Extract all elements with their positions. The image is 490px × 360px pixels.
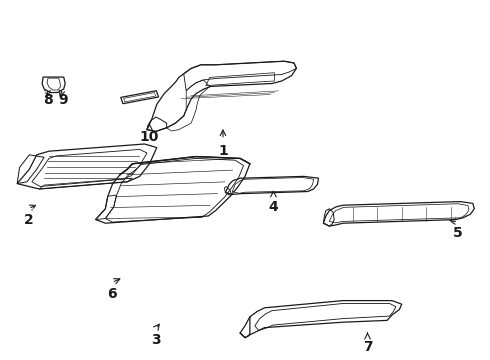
Text: 10: 10: [140, 130, 159, 144]
Text: 2: 2: [24, 213, 33, 227]
Text: 3: 3: [151, 333, 161, 347]
Text: 7: 7: [363, 340, 372, 354]
Text: 8: 8: [43, 93, 52, 107]
Text: 5: 5: [453, 226, 463, 240]
Text: 6: 6: [107, 287, 117, 301]
Text: 1: 1: [218, 144, 228, 158]
Text: 9: 9: [58, 93, 68, 107]
Text: 4: 4: [269, 200, 278, 214]
